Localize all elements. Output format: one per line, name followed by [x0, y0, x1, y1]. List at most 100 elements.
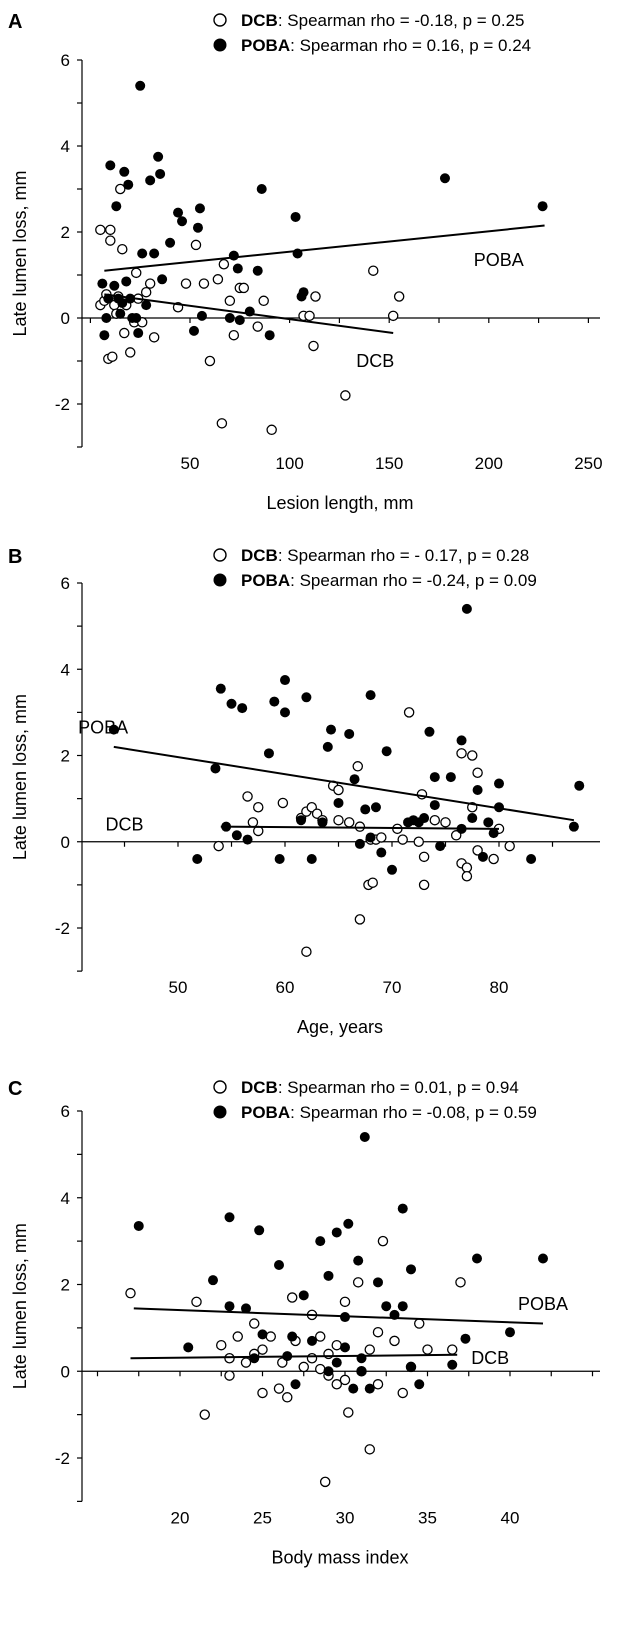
x-axis-title: Lesion length, mm — [266, 493, 413, 513]
data-point-dcb — [119, 327, 130, 339]
data-point-poba — [365, 690, 376, 701]
chart-panel-c: C DCB: Spearman rho = 0.01, p = 0.94 POBA:… — [8, 1078, 600, 1567]
data-point-dcb — [281, 1392, 293, 1403]
data-point-poba — [298, 287, 309, 298]
data-point-dcb — [389, 1335, 400, 1347]
data-point-dcb — [273, 1383, 285, 1394]
data-point-poba — [348, 1383, 359, 1394]
data-point-dcb — [364, 1344, 375, 1355]
data-point-dcb — [354, 821, 366, 832]
data-point-dcb — [304, 310, 315, 322]
data-point-poba — [210, 763, 221, 774]
data-point-dcb — [339, 1374, 351, 1386]
legend-marker-filled — [213, 1105, 227, 1119]
data-point-dcb — [368, 265, 379, 276]
panel-label: A — [8, 11, 22, 33]
data-point-dcb — [339, 1296, 351, 1308]
data-point-poba — [141, 300, 152, 311]
data-point-dcb — [191, 1296, 202, 1308]
data-point-poba — [331, 1357, 342, 1368]
data-point-poba — [149, 248, 160, 259]
x-tick-label: 30 — [336, 1508, 355, 1527]
data-point-poba — [307, 1335, 317, 1346]
data-point-dcb — [393, 291, 405, 302]
data-point-poba — [538, 1253, 548, 1264]
data-point-poba — [568, 821, 579, 832]
data-point-dcb — [450, 830, 462, 841]
data-point-dcb — [331, 1339, 342, 1351]
data-point-poba — [256, 184, 267, 194]
x-tick-label: 100 — [275, 454, 303, 473]
data-point-poba — [188, 325, 199, 336]
data-point-poba — [117, 297, 128, 308]
data-point-dcb — [252, 321, 263, 332]
annotation-poba: POBA — [78, 717, 128, 737]
data-point-dcb — [397, 834, 408, 845]
data-point-poba — [397, 1301, 408, 1312]
legend-marker-open — [213, 548, 227, 562]
data-point-poba — [192, 222, 203, 233]
data-point-poba — [287, 1331, 298, 1342]
data-point-dcb — [215, 1339, 227, 1351]
x-tick-label: 80 — [490, 978, 509, 997]
legend-marker-filled — [213, 573, 227, 587]
legend-marker-open — [213, 1080, 227, 1094]
data-point-poba — [406, 1361, 416, 1372]
x-tick-label: 50 — [169, 978, 188, 997]
data-point-poba — [257, 1329, 268, 1340]
data-point-dcb — [105, 235, 116, 246]
data-point-poba — [365, 832, 376, 843]
y-tick-label: 4 — [61, 1189, 70, 1208]
data-point-dcb — [140, 286, 152, 298]
legend-entry: POBA: Spearman rho = -0.08, p = 0.59 — [241, 1103, 537, 1122]
data-point-poba — [224, 1301, 235, 1312]
y-axis-title: Late lumen loss, mm — [10, 1223, 30, 1389]
data-point-poba — [133, 328, 144, 339]
data-point-dcb — [125, 1287, 136, 1299]
y-tick-label: 2 — [61, 1276, 70, 1295]
legend-marker-filled — [213, 38, 227, 52]
data-point-dcb — [216, 418, 228, 429]
data-point-poba — [315, 1236, 326, 1247]
data-point-poba — [387, 864, 397, 875]
data-point-poba — [155, 168, 166, 179]
data-point-dcb — [115, 183, 126, 195]
data-point-poba — [183, 1342, 194, 1353]
data-point-poba — [131, 313, 142, 323]
data-point-poba — [296, 815, 307, 826]
data-point-dcb — [387, 310, 399, 322]
y-tick-label: -2 — [55, 1449, 70, 1468]
data-point-poba — [353, 1255, 364, 1266]
panel-label: B — [8, 546, 22, 568]
data-point-poba — [105, 160, 116, 171]
x-tick-label: 250 — [574, 454, 602, 473]
data-point-poba — [326, 724, 337, 735]
data-point-dcb — [377, 1235, 389, 1247]
data-point-dcb — [440, 817, 451, 828]
data-point-poba — [344, 728, 355, 739]
data-point-poba — [574, 780, 585, 791]
data-point-dcb — [248, 1318, 260, 1329]
data-point-poba — [194, 203, 205, 214]
data-point-poba — [133, 1220, 144, 1231]
data-point-dcb — [472, 767, 483, 779]
data-point-poba — [263, 748, 274, 759]
data-point-dcb — [352, 761, 364, 772]
data-point-dcb — [416, 789, 428, 800]
y-axis-title: Late lumen loss, mm — [10, 694, 30, 860]
y-tick-label: 2 — [61, 747, 70, 766]
x-axis-title: Age, years — [297, 1017, 383, 1037]
annotation-dcb: DCB — [105, 815, 143, 835]
data-point-dcb — [232, 1331, 243, 1342]
data-point-dcb — [266, 424, 277, 436]
data-point-dcb — [466, 750, 478, 761]
data-point-poba — [290, 211, 301, 222]
data-point-poba — [445, 772, 456, 783]
data-point-dcb — [247, 817, 259, 828]
data-point-dcb — [180, 278, 192, 289]
data-point-poba — [397, 1203, 408, 1214]
data-point-poba — [414, 1379, 425, 1390]
data-point-poba — [356, 1353, 367, 1364]
data-point-dcb — [354, 914, 366, 925]
